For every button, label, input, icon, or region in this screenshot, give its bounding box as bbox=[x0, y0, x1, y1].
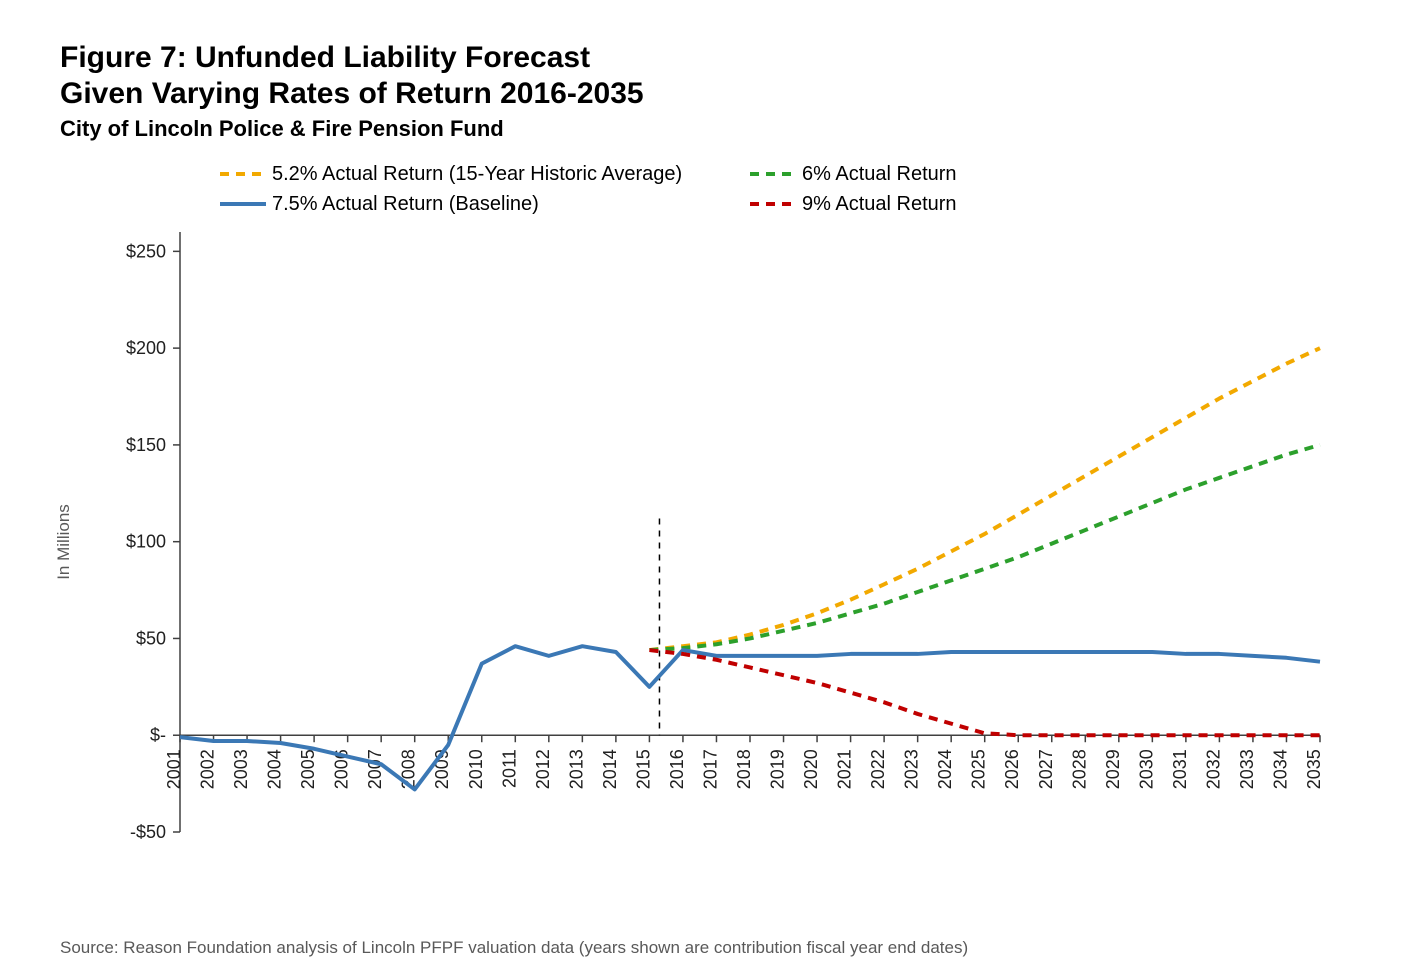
x-tick-label: 2012 bbox=[533, 749, 553, 789]
x-tick-label: 2002 bbox=[198, 749, 218, 789]
y-tick-label: $250 bbox=[126, 241, 166, 261]
x-tick-label: 2027 bbox=[1036, 749, 1056, 789]
x-tick-label: 2023 bbox=[902, 749, 922, 789]
y-tick-label: $100 bbox=[126, 532, 166, 552]
x-tick-label: 2019 bbox=[768, 749, 788, 789]
y-tick-label: $200 bbox=[126, 338, 166, 358]
figure-subtitle: City of Lincoln Police & Fire Pension Fu… bbox=[60, 116, 1368, 142]
x-tick-label: 2004 bbox=[265, 749, 285, 789]
x-tick-label: 2014 bbox=[600, 749, 620, 789]
source-note: Source: Reason Foundation analysis of Li… bbox=[60, 938, 1368, 958]
legend-label: 9% Actual Return bbox=[802, 193, 957, 215]
x-tick-label: 2005 bbox=[298, 749, 318, 789]
x-tick-label: 2018 bbox=[734, 749, 754, 789]
x-tick-label: 2017 bbox=[700, 749, 720, 789]
x-tick-label: 2030 bbox=[1136, 749, 1156, 789]
x-tick-label: 2013 bbox=[566, 749, 586, 789]
x-tick-label: 2033 bbox=[1237, 749, 1257, 789]
title-line-1: Figure 7: Unfunded Liability Forecast bbox=[60, 40, 1368, 76]
x-tick-label: 2035 bbox=[1304, 749, 1324, 789]
title-line-2: Given Varying Rates of Return 2016-2035 bbox=[60, 76, 1368, 112]
title-block: Figure 7: Unfunded Liability Forecast Gi… bbox=[60, 40, 1368, 142]
x-tick-label: 2020 bbox=[801, 749, 821, 789]
legend-label: 7.5% Actual Return (Baseline) bbox=[272, 193, 539, 215]
x-tick-label: 2003 bbox=[231, 749, 251, 789]
y-tick-label: $- bbox=[150, 725, 166, 745]
x-tick-label: 2031 bbox=[1170, 749, 1190, 789]
x-tick-label: 2026 bbox=[1002, 749, 1022, 789]
x-tick-label: 2007 bbox=[365, 749, 385, 789]
x-tick-label: 2022 bbox=[868, 749, 888, 789]
x-tick-label: 2025 bbox=[969, 749, 989, 789]
legend-label: 6% Actual Return bbox=[802, 163, 957, 185]
series-line bbox=[649, 348, 1320, 650]
chart-svg: -$50 $- $50 $100 $150 $200 $250 2001 2002 2003 200… bbox=[60, 152, 1340, 932]
y-tick-label: -$50 bbox=[130, 822, 166, 842]
figure-container: Figure 7: Unfunded Liability Forecast Gi… bbox=[0, 0, 1408, 958]
x-tick-label: 2024 bbox=[935, 749, 955, 789]
series-line bbox=[649, 650, 1320, 735]
chart-area: In Millions -$50$-$50$100$150$200$250200… bbox=[60, 152, 1340, 932]
x-tick-label: 2032 bbox=[1203, 749, 1223, 789]
x-tick-label: 2016 bbox=[667, 749, 687, 789]
y-tick-label: $150 bbox=[126, 435, 166, 455]
series-line bbox=[649, 445, 1320, 650]
x-tick-label: 2034 bbox=[1270, 749, 1290, 789]
x-tick-label: 2001 bbox=[164, 749, 184, 789]
x-tick-label: 2021 bbox=[835, 749, 855, 789]
x-tick-label: 2015 bbox=[633, 749, 653, 789]
x-tick-label: 2028 bbox=[1069, 749, 1089, 789]
legend-label: 5.2% Actual Return (15-Year Historic Ave… bbox=[272, 163, 682, 185]
x-tick-label: 2010 bbox=[466, 749, 486, 789]
y-axis-label: In Millions bbox=[54, 504, 74, 580]
x-tick-label: 2011 bbox=[499, 749, 519, 788]
x-tick-label: 2029 bbox=[1103, 749, 1123, 789]
y-tick-label: $50 bbox=[136, 628, 166, 648]
